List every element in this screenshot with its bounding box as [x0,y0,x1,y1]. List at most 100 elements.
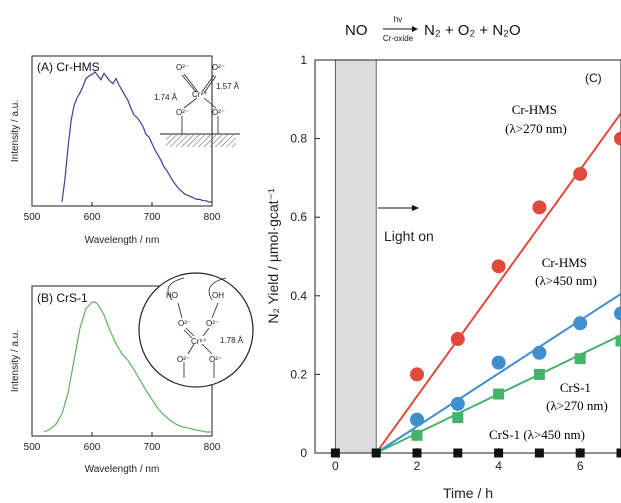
data-point [533,368,545,380]
panel-c-x-tick-label: 6 [577,459,584,473]
data-point [491,355,506,370]
panel-b-y-axis-label: Intensity / a.u. [10,330,21,392]
panel-c-y-tick-label: 1 [300,53,307,67]
light-on-arrowhead [412,205,419,211]
structure-b-atom: O²⁻ [178,319,191,328]
panel-a-title: (A) Cr-HMS [37,60,100,74]
data-point [411,429,423,441]
structure-a-bond [203,97,217,109]
series-3 [330,448,621,458]
data-point [575,448,585,458]
series-label-line: CrS-1 [560,380,591,395]
panel-c-series-labels: Cr-HMS (λ>270 nm) Cr-HMS (λ>450 nm) CrS-… [489,102,608,442]
structure-b-bond [208,277,227,301]
panel-a-spectrum-line [61,71,212,203]
structure-b-bond [185,327,195,337]
panel-b-x-ticks: 500 600 700 800 [24,432,221,453]
structure-a: O²⁻ O²⁻ Cr⁶⁺ O²⁻ O²⁻ 1.74 Å 1.57 Å [154,63,240,147]
panel-a-x-tick-label: 800 [204,212,221,223]
panel-a-x-tick-label: 600 [84,212,101,223]
data-point [616,448,621,458]
structure-b-circle [138,272,254,388]
structure-b-bond [202,327,210,337]
panel-b-x-tick-label: 800 [204,442,221,453]
data-point [614,306,621,321]
series-label-line: CrS-1 (λ>450 nm) [489,427,585,442]
structure-b-atom: O²⁻ [206,319,219,328]
structure-b-bond-length: 1.78 Å [220,336,244,345]
data-point [494,448,504,458]
data-point [330,448,340,458]
panel-a-y-axis-label: Intensity / a.u. [10,100,21,162]
panel-a-x-tick-label: 700 [144,212,161,223]
structure-b-bond [187,343,195,355]
panel-c-title: (C) [585,71,602,85]
panel-b: (B) CrS-1 500 600 700 800 Wavelength / nm I… [10,272,254,475]
structure-b: HO OH O²⁻ O²⁻ Cr⁶⁺ O²⁻ O²⁻ 1.78 Å [138,272,254,388]
structure-b-bond [201,343,213,355]
reaction-arrow-bottom: Cr-oxide [383,34,414,43]
panel-a-x-tick-label: 500 [24,212,41,223]
structure-a-atom: O²⁻ [212,63,225,72]
panel-c-x-tick-label: 4 [495,459,502,473]
panel-b-spectrum-line [43,301,212,433]
data-point [573,316,588,331]
structure-a-bond [201,74,215,93]
structure-b-bond [167,277,185,301]
panel-c-y-tick-label: 0.2 [290,367,307,381]
panel-c-y-tick-label: 0.4 [290,289,307,303]
panel-c-frame [314,59,621,454]
structure-a-bond [203,75,217,94]
data-point [615,335,621,347]
light-on-annotation: Light on [378,205,434,244]
structure-a-bond [183,73,199,93]
data-point [614,131,621,146]
structure-a-bond [183,97,198,109]
series-label-line: Cr-HMS [542,255,587,270]
panel-c-ticks: 0 2 4 6 0 0.2 0.4 0.6 0.8 1 [290,53,584,473]
panel-c-x-tick-label: 0 [332,459,339,473]
structure-a-atom: O²⁻ [176,63,189,72]
panel-c-y-tick-label: 0.8 [290,132,307,146]
data-point [450,396,465,411]
data-point [452,412,464,424]
structure-a-bond-length: 1.74 Å [154,93,178,102]
series-1 [375,292,621,454]
structure-b-atom: HO [166,291,178,300]
data-point [493,388,505,400]
series-label-line: (λ>270 nm) [505,121,567,136]
structure-a-atom: Cr⁶⁺ [192,90,208,99]
series-label-line: Cr-HMS [512,102,557,117]
structure-b-bond [177,302,183,319]
panel-a-x-axis-label: Wavelength / nm [85,235,160,246]
reaction-equation: NO hv Cr-oxide N₂ + O₂ + N₂O [345,15,521,43]
series-label-cr-hms-270: Cr-HMS (λ>270 nm) [505,102,567,136]
structure-b-atom: O²⁻ [209,355,222,364]
panel-c-dark-region [334,59,377,454]
panel-c-y-tick-label: 0 [300,446,307,460]
structure-b-atom: O²⁻ [177,355,190,364]
structure-b-atom: Cr⁶⁺ [191,337,207,346]
structure-a-atom: O²⁻ [176,108,189,117]
series-0 [375,112,621,454]
panel-a-x-ticks: 500 600 700 800 [24,202,221,223]
series-label-cr-hms-450: Cr-HMS (λ>450 nm) [535,255,597,288]
data-point [534,448,544,458]
data-point [371,448,381,458]
data-point [410,412,424,427]
data-point [532,345,547,360]
panel-b-x-axis-label: Wavelength / nm [85,464,160,475]
data-point [532,200,547,215]
data-point [573,166,588,181]
panel-c: (C) 0 2 4 6 0 0.2 0.4 0.6 0.8 1 Time / h N₂ Yield… [265,53,621,501]
series-label-line: (λ>450 nm) [535,273,597,288]
data-point [410,367,424,382]
series-label-crs1-270: CrS-1 (λ>270 nm) [546,380,608,413]
structure-a-surface [166,135,236,147]
panel-b-title: (B) CrS-1 [37,291,88,305]
series-label-line: (λ>270 nm) [546,398,608,413]
structure-b-bond [183,329,193,339]
data-point [574,353,586,365]
reaction-products: N₂ + O₂ + N₂O [424,22,521,39]
